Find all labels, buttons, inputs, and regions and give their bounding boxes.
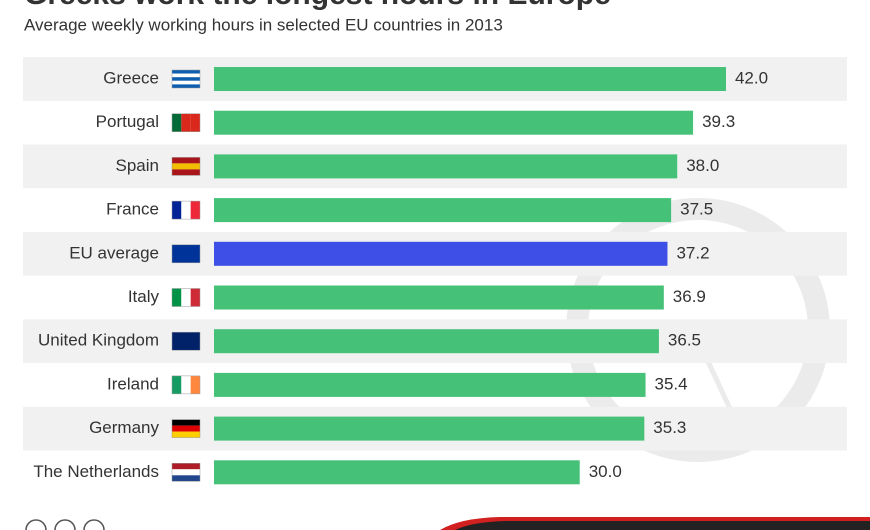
category-label: France [106, 200, 159, 219]
category-label: United Kingdom [38, 331, 159, 350]
flag [172, 73, 200, 78]
flag-border [171, 331, 201, 351]
category-label: Greece [103, 68, 159, 87]
flag [190, 113, 200, 132]
value-label: 42.0 [735, 68, 768, 87]
flag [181, 288, 191, 307]
flag [172, 70, 200, 74]
bar [214, 329, 659, 354]
category-label: The Netherlands [33, 462, 159, 481]
flag [172, 431, 200, 438]
flag [172, 169, 200, 176]
flag [172, 77, 200, 81]
flag [190, 288, 200, 307]
flag [172, 201, 182, 220]
footer-icons [25, 519, 105, 530]
flag [172, 244, 200, 263]
value-label: 30.0 [589, 462, 622, 481]
flag-border [171, 200, 201, 220]
flag [172, 113, 182, 132]
flag [172, 288, 182, 307]
flag-border [171, 419, 201, 438]
flag [172, 332, 200, 351]
value-label: 37.2 [676, 243, 709, 262]
bar [214, 460, 580, 485]
bar [214, 241, 668, 266]
category-label: Italy [128, 287, 160, 306]
category-label: Portugal [96, 112, 159, 131]
value-label: 36.5 [668, 331, 701, 350]
bar [214, 372, 646, 397]
chart-title: Greeks work the longest hours in Europe [24, 0, 611, 11]
category-label: Spain [116, 156, 159, 175]
flag [172, 463, 200, 470]
flag [172, 375, 182, 394]
flag [181, 375, 191, 394]
flag-border [171, 288, 201, 307]
flag [190, 201, 200, 220]
flag [181, 113, 191, 132]
category-label: Germany [89, 418, 159, 437]
footer-banner-inner [455, 521, 870, 530]
bar [214, 110, 694, 135]
flag-border [171, 157, 201, 176]
bar [214, 198, 672, 223]
flag [172, 425, 200, 432]
flag [172, 84, 200, 88]
bar [214, 285, 664, 310]
flag [172, 80, 200, 85]
flag [172, 163, 200, 170]
flag [172, 475, 200, 482]
plot: Greece 42.0 Portugal 39.3 Spain 38.0 France 37.… [23, 57, 847, 485]
bar [214, 67, 726, 91]
flag [172, 469, 200, 476]
value-label: 35.3 [653, 418, 686, 437]
flag-border [171, 244, 201, 264]
value-label: 35.4 [655, 374, 688, 393]
bar [214, 154, 678, 179]
flag [181, 201, 191, 220]
bar [214, 416, 645, 441]
category-label: EU average [69, 243, 159, 262]
value-label: 37.5 [680, 200, 713, 219]
value-label: 36.9 [673, 287, 706, 306]
value-label: 38.0 [686, 156, 719, 175]
flag [172, 419, 200, 426]
value-label: 39.3 [702, 112, 735, 131]
category-label: Ireland [107, 374, 159, 393]
flag-border [171, 69, 201, 89]
flag [172, 157, 200, 164]
flag [190, 375, 200, 394]
chart-subtitle: Average weekly working hours in selected… [24, 15, 503, 34]
flag-border [171, 375, 201, 395]
flag-border [171, 463, 201, 482]
flag-border [171, 113, 201, 132]
